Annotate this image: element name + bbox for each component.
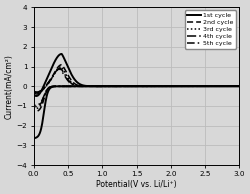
3rd cycle <box>188 85 191 87</box>
1st cycle <box>60 53 63 55</box>
4th cycle <box>69 82 72 84</box>
1st cycle <box>188 85 191 87</box>
3rd cycle <box>59 66 62 68</box>
Line: 3rd cycle: 3rd cycle <box>34 67 240 93</box>
5th cycle <box>188 85 191 87</box>
2nd cycle <box>60 64 63 66</box>
5th cycle <box>35 91 38 93</box>
Line: 1st cycle: 1st cycle <box>34 54 240 96</box>
Legend: 1st cycle, 2nd cycle, 3rd cycle, 4th cycle, 5th cycle: 1st cycle, 2nd cycle, 3rd cycle, 4th cyc… <box>185 10 236 49</box>
1st cycle <box>154 85 157 87</box>
3rd cycle <box>126 85 129 87</box>
2nd cycle <box>32 92 35 94</box>
3rd cycle <box>69 81 72 83</box>
4th cycle <box>170 85 173 87</box>
5th cycle <box>238 85 241 87</box>
Line: 2nd cycle: 2nd cycle <box>34 65 240 94</box>
1st cycle <box>35 95 38 97</box>
5th cycle <box>58 68 61 70</box>
3rd cycle <box>238 85 241 87</box>
3rd cycle <box>154 85 157 87</box>
1st cycle <box>126 85 129 87</box>
2nd cycle <box>238 85 241 87</box>
5th cycle <box>170 85 173 87</box>
2nd cycle <box>36 93 38 95</box>
1st cycle <box>170 85 173 87</box>
4th cycle <box>238 85 241 87</box>
4th cycle <box>154 85 157 87</box>
2nd cycle <box>154 85 157 87</box>
2nd cycle <box>69 78 72 81</box>
Y-axis label: Current(mA/cm²): Current(mA/cm²) <box>5 54 14 119</box>
1st cycle <box>238 85 241 87</box>
4th cycle <box>126 85 129 87</box>
2nd cycle <box>188 85 191 87</box>
4th cycle <box>36 91 38 94</box>
5th cycle <box>69 82 72 85</box>
Line: 5th cycle: 5th cycle <box>34 69 240 92</box>
3rd cycle <box>36 92 38 94</box>
2nd cycle <box>170 85 173 87</box>
4th cycle <box>188 85 191 87</box>
5th cycle <box>126 85 129 87</box>
4th cycle <box>32 90 35 93</box>
3rd cycle <box>32 91 35 93</box>
3rd cycle <box>86 85 89 87</box>
5th cycle <box>86 85 89 87</box>
3rd cycle <box>170 85 173 87</box>
X-axis label: Potential(V vs. Li/Li⁺): Potential(V vs. Li/Li⁺) <box>96 180 177 189</box>
4th cycle <box>86 85 89 87</box>
4th cycle <box>58 67 61 69</box>
1st cycle <box>69 72 72 74</box>
2nd cycle <box>86 85 89 87</box>
5th cycle <box>154 85 157 87</box>
5th cycle <box>32 90 35 92</box>
2nd cycle <box>126 85 129 87</box>
1st cycle <box>32 94 35 96</box>
Line: 4th cycle: 4th cycle <box>34 68 240 93</box>
1st cycle <box>86 85 89 87</box>
